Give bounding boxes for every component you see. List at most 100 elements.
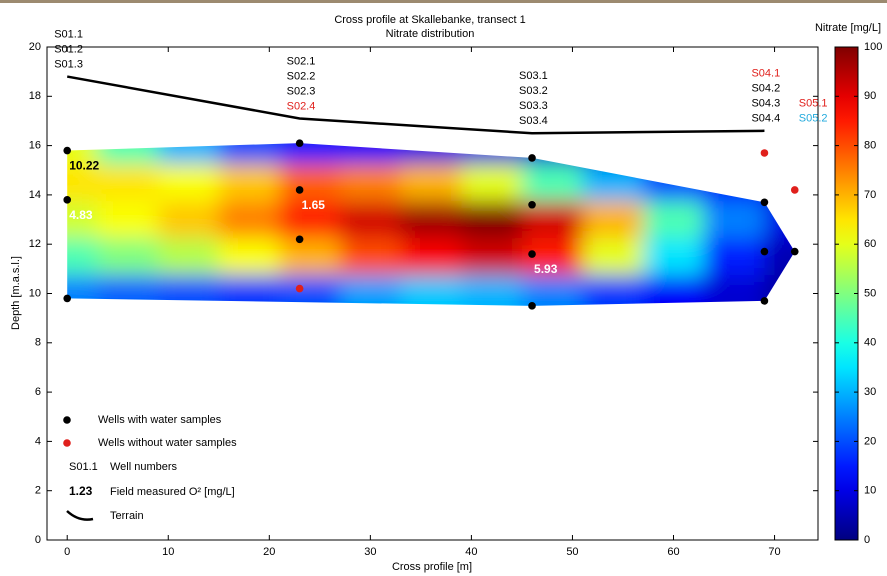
chart-subtitle: Nitrate distribution [386, 28, 475, 40]
well-point [528, 250, 536, 258]
x-tick-label: 70 [768, 546, 780, 558]
well-point [528, 154, 536, 162]
field-cell [67, 143, 99, 165]
field-cell [158, 275, 220, 306]
well-number: S05.2 [799, 113, 828, 125]
field-cell [218, 143, 280, 165]
well-point [760, 247, 769, 256]
field-cell [279, 238, 341, 276]
y-tick-label: 12 [29, 238, 41, 250]
field-cell [340, 238, 402, 276]
field-cell [400, 143, 462, 165]
colorbar-tick-label: 30 [864, 386, 876, 398]
top-strip [0, 0, 887, 3]
field-cell [703, 275, 765, 306]
field-cell [703, 164, 765, 202]
field-cell [158, 201, 220, 239]
well-point [295, 284, 304, 293]
colorbar-tick-label: 50 [864, 287, 876, 299]
o2-label: 5.93 [534, 262, 558, 276]
well-point [295, 139, 304, 147]
field-cell [582, 143, 644, 165]
field-cell [521, 164, 584, 202]
field-cell [643, 201, 705, 239]
field-cell [703, 201, 765, 239]
well-number: S05.1 [799, 98, 828, 110]
field-cell [67, 238, 99, 276]
field-cell [582, 201, 644, 239]
field-cell [400, 201, 462, 239]
field-cell [521, 275, 584, 306]
field-cell [764, 238, 795, 276]
field-cell [158, 164, 220, 202]
field-cell [461, 238, 523, 276]
field-cell [582, 238, 644, 276]
well-point [295, 235, 304, 244]
chart-title: Cross profile at Skallebanke, transect 1 [334, 14, 525, 26]
x-tick-label: 50 [566, 546, 578, 558]
well-point [528, 200, 536, 209]
well-point [760, 297, 769, 305]
contour-field [67, 143, 795, 306]
y-axis-label: Depth [m.a.s.l.] [10, 256, 22, 330]
field-cell [582, 164, 644, 202]
y-tick-label: 2 [35, 485, 41, 497]
well-point [63, 294, 72, 303]
terrain-line [66, 75, 765, 135]
field-cell [340, 164, 402, 202]
field-cell [279, 201, 341, 239]
field-cell [279, 143, 341, 165]
field-cell [643, 164, 705, 202]
well-number: S02.1 [287, 55, 316, 67]
o2-label: 1.65 [302, 198, 326, 212]
field-cell [218, 275, 280, 306]
field-cell [400, 275, 462, 306]
y-tick-label: 4 [35, 435, 41, 447]
colorbar-tick-label: 10 [864, 485, 876, 497]
x-tick-label: 60 [667, 546, 679, 558]
well-point [528, 302, 536, 310]
well-number: S03.2 [519, 85, 548, 97]
field-cell [218, 238, 280, 276]
well-point [760, 149, 769, 157]
field-cell [97, 238, 159, 276]
field-cell [67, 201, 99, 239]
field-cell [643, 143, 705, 165]
legend-label: Field measured O² [mg/L] [110, 486, 235, 498]
well-number: S03.3 [519, 100, 548, 112]
colorbar-tick-label: 60 [864, 238, 876, 250]
legend-label: Wells with water samples [98, 414, 222, 426]
field-cell [340, 275, 402, 306]
well-point [295, 186, 304, 194]
y-tick-label: 8 [35, 337, 41, 349]
field-cell [764, 201, 795, 239]
legend-terrain [66, 510, 94, 521]
x-tick-label: 40 [465, 546, 477, 558]
colorbar-tick-label: 40 [864, 337, 876, 349]
legend-sample: S01.1 [69, 461, 98, 473]
y-tick-label: 16 [29, 140, 41, 152]
field-cell [461, 275, 523, 306]
y-tick-label: 10 [29, 287, 41, 299]
well-number: S01.3 [54, 58, 83, 70]
field-cell [461, 164, 523, 202]
colorbar-tick-label: 20 [864, 435, 876, 447]
field-cell [400, 164, 462, 202]
well-number: S04.2 [751, 83, 780, 95]
y-tick-label: 20 [29, 41, 41, 53]
field-cell [643, 275, 705, 306]
field-cell [67, 164, 99, 202]
well-number: S04.4 [751, 113, 780, 125]
well-number: S02.3 [287, 85, 316, 97]
field-cell [703, 238, 765, 276]
well-point [63, 146, 72, 155]
field-cell [643, 238, 705, 276]
well-number: S02.2 [287, 70, 316, 82]
legend-label: Wells without water samples [98, 437, 237, 449]
legend-label: Terrain [110, 510, 144, 522]
field-cell [97, 275, 159, 306]
contour-region [67, 143, 795, 306]
colorbar-tick-label: 90 [864, 90, 876, 102]
colorbar-tick-label: 100 [864, 41, 882, 53]
